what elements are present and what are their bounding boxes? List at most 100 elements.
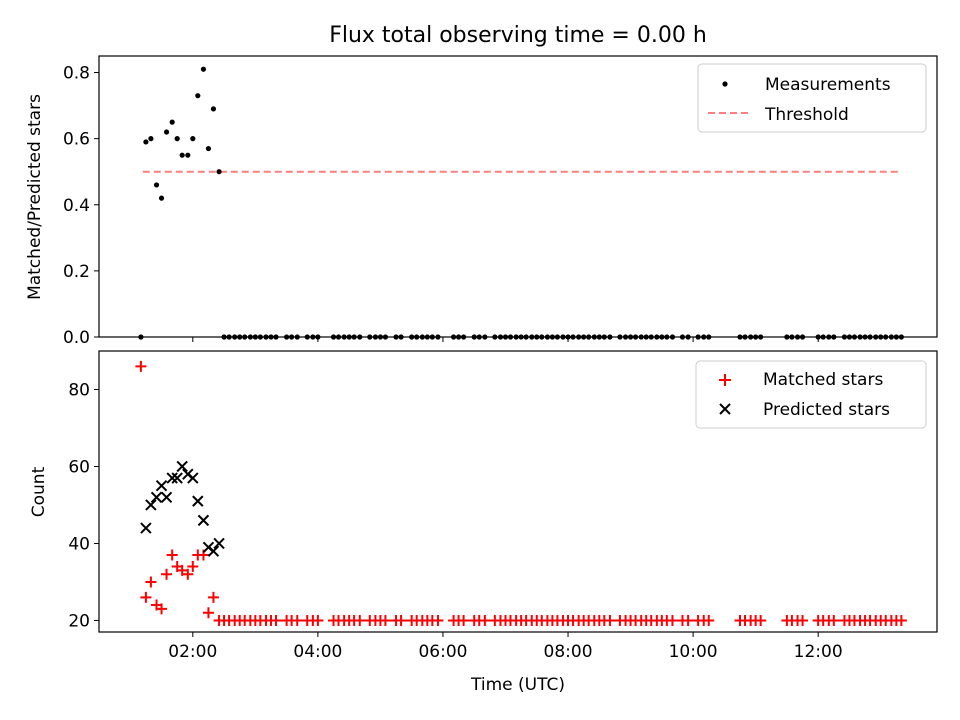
matched-star-point	[666, 614, 678, 626]
measurement-point	[497, 334, 504, 340]
matched-star-point	[895, 614, 907, 626]
measurement-point	[304, 334, 310, 340]
predicted-star-point	[207, 545, 220, 557]
measurement-point	[601, 334, 607, 340]
measurement-point	[268, 334, 274, 340]
measurement-point	[190, 136, 196, 142]
measurement-point	[586, 334, 592, 340]
predicted-star-point	[176, 460, 188, 473]
measurement-point	[185, 152, 191, 158]
bottom-x-tick-label: 06:00	[418, 642, 467, 662]
predicted-star-point	[192, 495, 204, 507]
bottom-subplot: Count Time (UTC) 20 40 60 80 02:00 04:00 06:00…	[29, 350, 938, 695]
top-y-tick-label: 0.8	[63, 64, 90, 84]
legend-predicted-marker	[719, 403, 731, 415]
measurement-point	[335, 334, 342, 340]
measurement-point	[888, 334, 894, 340]
measurement-point	[143, 139, 149, 145]
measurement-point	[153, 182, 160, 188]
measurement-point	[163, 129, 170, 135]
legend-predicted-label: Predicted stars	[763, 400, 890, 420]
matched-star-point	[354, 614, 366, 626]
measurement-point	[455, 334, 462, 340]
measurement-point	[471, 334, 477, 340]
measurement-point	[737, 334, 743, 340]
matched-star-point	[682, 614, 694, 626]
measurement-point	[815, 334, 821, 340]
matched-star-point	[755, 614, 767, 626]
measurement-point	[878, 334, 884, 340]
matched-star-point	[395, 614, 407, 626]
matched-star-point	[140, 591, 152, 603]
measurement-point	[841, 334, 848, 340]
predicted-star-point	[140, 522, 152, 534]
bottom-y-tick-label: 80	[68, 380, 90, 400]
legend-matched-label: Matched stars	[763, 370, 883, 390]
measurement-point	[289, 334, 295, 340]
measurement-point	[867, 334, 873, 340]
measurement-point	[659, 334, 665, 340]
measurement-point	[544, 334, 550, 340]
measurement-point	[174, 136, 180, 142]
measurement-point	[205, 145, 212, 152]
measurement-point	[529, 334, 535, 340]
measurement-point	[232, 334, 238, 340]
matched-star-point	[135, 360, 147, 372]
measurement-point	[549, 334, 555, 340]
matched-star-point	[604, 614, 616, 626]
measurement-point	[393, 334, 399, 340]
measurement-point	[367, 334, 373, 340]
measurement-point	[414, 334, 420, 340]
measurement-point	[534, 334, 540, 340]
measurement-point	[226, 334, 232, 340]
bottom-x-tick-label: 12:00	[794, 642, 843, 662]
predicted-star-point	[197, 514, 210, 527]
measurement-point	[893, 334, 899, 340]
measurement-point	[216, 169, 222, 175]
measurement-point	[435, 334, 441, 340]
measurement-point	[799, 334, 806, 340]
matched-star-point	[432, 614, 444, 626]
measurement-point	[138, 334, 144, 340]
chart-title: Flux total observing time = 0.00 h	[329, 23, 707, 48]
measurement-point	[539, 334, 545, 340]
measurement-point	[632, 334, 639, 340]
measurement-point	[654, 334, 660, 340]
matched-star-point	[270, 614, 282, 626]
measurement-point	[429, 334, 435, 340]
measurement-point	[372, 334, 379, 340]
bottom-legend: Matched stars Predicted stars	[695, 360, 927, 429]
measurement-point	[507, 334, 514, 340]
legend-measurements-label: Measurements	[765, 75, 891, 95]
measurement-point	[200, 66, 207, 72]
measurement-point	[330, 334, 337, 340]
legend-threshold-label: Threshold	[764, 105, 849, 125]
measurement-point	[685, 334, 691, 340]
measurement-point	[753, 334, 759, 340]
matched-star-point	[161, 568, 173, 580]
measurement-point	[565, 334, 571, 340]
bottom-x-tick-label: 02:00	[168, 642, 217, 662]
measurement-point	[460, 334, 467, 340]
measurement-point	[617, 334, 623, 340]
matched-star-point	[703, 614, 715, 626]
measurement-point	[502, 334, 509, 340]
bottom-y-axis-label: Count	[29, 466, 49, 517]
measurement-point	[315, 334, 321, 340]
bottom-x-tick-label: 10:00	[669, 642, 718, 662]
measurement-point	[294, 334, 300, 340]
measurement-point	[158, 195, 165, 201]
matched-star-point	[156, 603, 168, 615]
measurement-point	[377, 334, 384, 340]
measurement-point	[148, 136, 154, 142]
bottom-legend-frame	[695, 360, 927, 429]
predicted-star-point	[150, 491, 163, 503]
top-y-tick-label: 0.4	[63, 196, 90, 216]
predicted-star-point	[160, 491, 173, 503]
measurement-point	[679, 334, 686, 340]
measurement-point	[596, 334, 602, 340]
bottom-axes-frame	[98, 350, 938, 633]
measurement-point	[706, 334, 712, 340]
measurement-point	[784, 334, 790, 340]
